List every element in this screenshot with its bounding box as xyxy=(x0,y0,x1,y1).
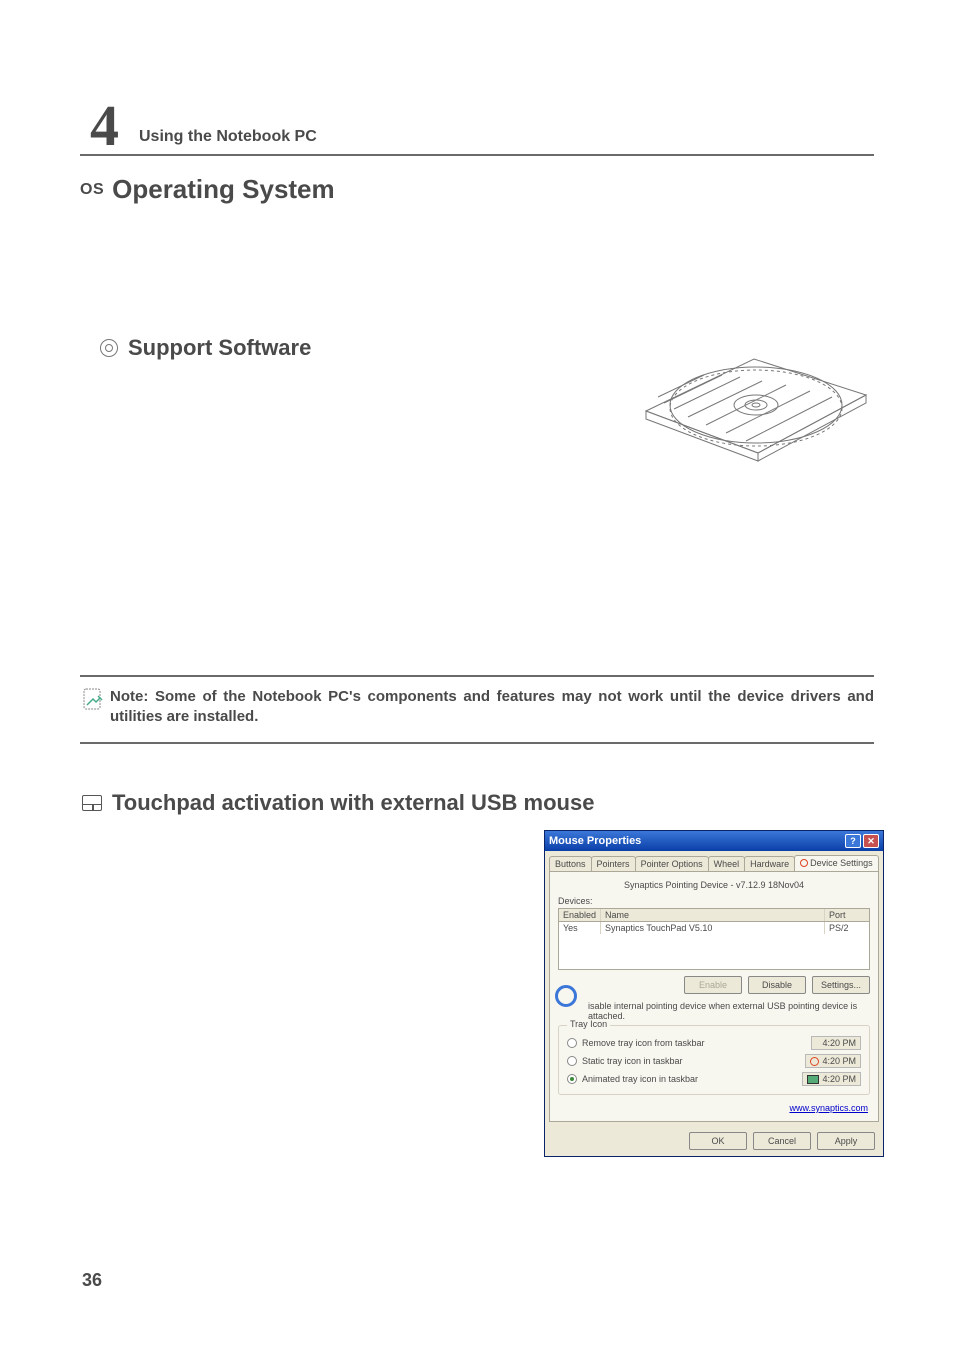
titlebar-buttons: ? ✕ xyxy=(845,834,879,848)
note-block: Note: Some of the Notebook PC's componen… xyxy=(80,675,874,744)
tab-pointers[interactable]: Pointers xyxy=(591,856,636,871)
chapter-header: 4 Using the Notebook PC xyxy=(80,100,874,156)
cancel-button[interactable]: Cancel xyxy=(753,1132,811,1150)
touchpad-heading-row: Touchpad activation with external USB mo… xyxy=(82,790,874,816)
operating-system-heading-row: OS Operating System xyxy=(80,174,874,205)
synaptics-link[interactable]: www.synaptics.com xyxy=(558,1103,868,1113)
col-enabled-header[interactable]: Enabled xyxy=(559,909,601,921)
tab-strip: Buttons Pointers Pointer Options Wheel H… xyxy=(545,851,883,871)
touchpad-heading: Touchpad activation with external USB mo… xyxy=(112,790,594,816)
operating-system-heading: Operating System xyxy=(112,174,335,205)
dialog-footer: OK Cancel Apply xyxy=(545,1126,883,1156)
radio-static-tray-label: Static tray icon in taskbar xyxy=(582,1056,683,1066)
tab-device-settings[interactable]: Device Settings xyxy=(794,855,879,871)
tab-device-settings-label: Device Settings xyxy=(810,858,873,868)
note-icon xyxy=(80,687,106,713)
synaptics-icon xyxy=(800,859,808,867)
tray-icon-group-title: Tray Icon xyxy=(567,1019,610,1029)
tab-wheel[interactable]: Wheel xyxy=(708,856,746,871)
devices-table-header: Enabled Name Port xyxy=(559,909,869,922)
touchpad-icon xyxy=(82,795,102,811)
apply-button[interactable]: Apply xyxy=(817,1132,875,1150)
radio-remove-tray[interactable]: Remove tray icon from taskbar 4:20 PM xyxy=(567,1034,861,1052)
time-1: 4:20 PM xyxy=(822,1038,856,1048)
radio-static-tray[interactable]: Static tray icon in taskbar 4:20 PM xyxy=(567,1052,861,1070)
devices-table: Enabled Name Port Yes Synaptics TouchPad… xyxy=(558,908,870,970)
device-buttons-row: Enable Disable Settings... xyxy=(558,976,870,994)
driver-version-label: Synaptics Pointing Device - v7.12.9 18No… xyxy=(558,880,870,890)
radio-remove-tray-label: Remove tray icon from taskbar xyxy=(582,1038,705,1048)
dialog-titlebar[interactable]: Mouse Properties ? ✕ xyxy=(545,831,883,851)
chapter-number: 4 xyxy=(90,100,119,152)
mouse-properties-dialog: Mouse Properties ? ✕ Buttons Pointers Po… xyxy=(544,830,884,1157)
tab-buttons[interactable]: Buttons xyxy=(549,856,592,871)
devices-label: Devices: xyxy=(558,896,870,906)
tab-panel: Synaptics Pointing Device - v7.12.9 18No… xyxy=(549,871,879,1122)
time-2: 4:20 PM xyxy=(822,1056,856,1066)
time-preview-3: 4:20 PM xyxy=(802,1072,861,1086)
time-preview-2: 4:20 PM xyxy=(805,1054,861,1068)
cd-drive-illustration xyxy=(634,345,874,480)
disable-internal-label: isable internal pointing device when ext… xyxy=(588,1001,870,1021)
help-button[interactable]: ? xyxy=(845,834,861,848)
cell-port: PS/2 xyxy=(825,922,869,934)
ok-button[interactable]: OK xyxy=(689,1132,747,1150)
disable-button[interactable]: Disable xyxy=(748,976,806,994)
support-software-section: Support Software xyxy=(80,335,874,655)
cell-name: Synaptics TouchPad V5.10 xyxy=(601,922,825,934)
col-port-header[interactable]: Port xyxy=(825,909,869,921)
radio-animated-tray-label: Animated tray icon in taskbar xyxy=(582,1074,698,1084)
mon-tray-icon xyxy=(807,1075,819,1084)
tab-hardware[interactable]: Hardware xyxy=(744,856,795,871)
enable-button[interactable]: Enable xyxy=(684,976,742,994)
page-number: 36 xyxy=(82,1270,102,1291)
radio-static-tray-input[interactable] xyxy=(567,1056,577,1066)
chapter-title: Using the Notebook PC xyxy=(139,128,317,146)
os-badge: OS xyxy=(80,181,104,199)
cell-enabled: Yes xyxy=(559,922,601,934)
col-name-header[interactable]: Name xyxy=(601,909,825,921)
disc-icon xyxy=(100,339,118,357)
radio-animated-tray[interactable]: Animated tray icon in taskbar 4:20 PM xyxy=(567,1070,861,1088)
note-text: Note: Some of the Notebook PC's componen… xyxy=(106,687,874,728)
support-software-heading: Support Software xyxy=(128,335,311,361)
time-3: 4:20 PM xyxy=(822,1074,856,1084)
settings-button[interactable]: Settings... xyxy=(812,976,870,994)
close-button[interactable]: ✕ xyxy=(863,834,879,848)
dialog-title: Mouse Properties xyxy=(549,835,641,847)
tray-icon-groupbox: Tray Icon Remove tray icon from taskbar … xyxy=(558,1025,870,1095)
radio-remove-tray-input[interactable] xyxy=(567,1038,577,1048)
disable-internal-checkbox-row[interactable]: isable internal pointing device when ext… xyxy=(574,1001,870,1021)
syn-tray-icon xyxy=(810,1057,819,1066)
devices-table-row[interactable]: Yes Synaptics TouchPad V5.10 PS/2 xyxy=(559,922,869,934)
time-preview-1: 4:20 PM xyxy=(811,1036,861,1050)
radio-animated-tray-input[interactable] xyxy=(567,1074,577,1084)
tab-pointer-options[interactable]: Pointer Options xyxy=(635,856,709,871)
